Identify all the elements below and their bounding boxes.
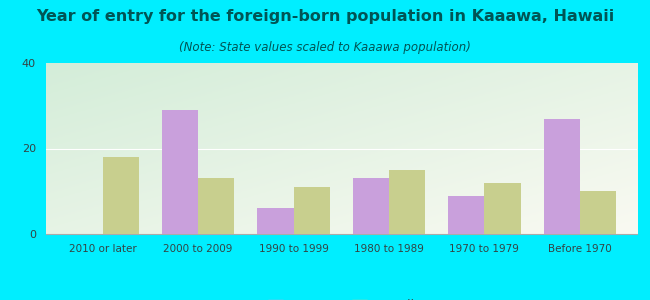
Bar bbox=[389, 170, 425, 234]
Legend: Kaaawa, Hawaii: Kaaawa, Hawaii bbox=[263, 294, 419, 300]
Bar bbox=[484, 183, 521, 234]
Bar bbox=[257, 208, 294, 234]
Bar bbox=[294, 187, 330, 234]
Bar bbox=[198, 178, 235, 234]
Bar bbox=[543, 118, 580, 234]
Bar bbox=[103, 157, 139, 234]
Text: (Note: State values scaled to Kaaawa population): (Note: State values scaled to Kaaawa pop… bbox=[179, 40, 471, 53]
Text: Year of entry for the foreign-born population in Kaaawa, Hawaii: Year of entry for the foreign-born popul… bbox=[36, 9, 614, 24]
Bar bbox=[162, 110, 198, 234]
Bar bbox=[353, 178, 389, 234]
Bar bbox=[448, 196, 484, 234]
Bar bbox=[580, 191, 616, 234]
